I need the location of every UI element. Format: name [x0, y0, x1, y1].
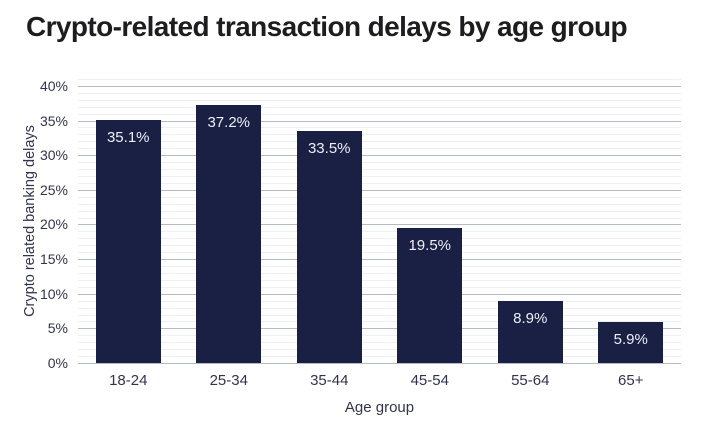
- y-tick-label: 5%: [47, 320, 68, 337]
- y-tick-label: 40%: [39, 77, 68, 94]
- gridline-minor: [78, 127, 681, 129]
- chart-title: Crypto-related transaction delays by age…: [26, 11, 628, 42]
- y-tick-label: 30%: [39, 147, 68, 164]
- bar-65+: [598, 322, 664, 363]
- gridline-minor: [78, 196, 681, 198]
- gridline-minor: [78, 106, 681, 108]
- gridline-minor: [78, 286, 681, 288]
- gridline-minor: [78, 148, 681, 150]
- bar-55-64: [497, 301, 563, 363]
- bar-value-label: 5.9%: [613, 331, 648, 349]
- gridline-major: [78, 224, 681, 226]
- gridline-major: [78, 293, 681, 295]
- gridline-minor: [78, 210, 681, 212]
- bar-25-34: [196, 105, 262, 363]
- bar-value-label: 19.5%: [408, 236, 452, 254]
- gridline-minor: [78, 79, 681, 80]
- y-tick-label: 35%: [39, 112, 68, 129]
- x-tick-label: 35-44: [310, 372, 349, 389]
- gridline-minor: [78, 92, 681, 94]
- gridline-minor: [78, 134, 681, 136]
- gridline-minor: [78, 300, 681, 302]
- y-tick-label: 15%: [39, 251, 68, 268]
- gridline-minor: [78, 169, 681, 171]
- gridline-minor: [78, 162, 681, 164]
- gridline-minor: [78, 349, 681, 351]
- gridline-minor: [78, 321, 681, 323]
- gridline-minor: [78, 252, 681, 254]
- gridline-minor: [78, 141, 681, 143]
- gridline-minor: [78, 231, 681, 233]
- bar-value-label: 37.2%: [207, 114, 251, 132]
- gridline-minor: [78, 307, 681, 309]
- gridline-minor: [78, 266, 681, 268]
- gridline-minor: [78, 314, 681, 316]
- gridline-minor: [78, 182, 681, 184]
- gridline-major: [78, 189, 681, 191]
- gridline-major: [78, 85, 681, 87]
- bar-18-24: [95, 119, 161, 363]
- gridline-minor: [78, 113, 681, 115]
- gridline-major: [78, 259, 681, 261]
- gridline-minor: [78, 272, 681, 274]
- gridline-minor: [78, 175, 681, 177]
- bar-35-44: [296, 130, 362, 363]
- x-axis-title: Age group: [344, 399, 415, 416]
- bar-value-label: 8.9%: [513, 310, 548, 328]
- x-tick-label: 25-34: [209, 372, 248, 389]
- gridline-minor: [78, 203, 681, 205]
- gridline-minor: [78, 99, 681, 101]
- y-tick-label: 0%: [47, 355, 68, 371]
- y-tick-label: 10%: [39, 285, 68, 302]
- bar-value-label: 33.5%: [307, 139, 351, 157]
- gridline-major: [78, 328, 681, 330]
- gridline-minor: [78, 335, 681, 337]
- gridline-major: [78, 120, 681, 122]
- x-tick-label: 55-64: [511, 372, 550, 389]
- gridline-minor: [78, 356, 681, 358]
- gridline-minor: [78, 245, 681, 247]
- gridline-minor: [78, 342, 681, 344]
- bar-45-54: [397, 227, 463, 363]
- x-tick-label: 45-54: [410, 372, 449, 389]
- gridline-minor: [78, 279, 681, 281]
- bar-value-label: 35.1%: [106, 128, 150, 146]
- gridline-minor: [78, 238, 681, 240]
- gridline-major: [78, 155, 681, 157]
- gridline-minor: [78, 217, 681, 219]
- y-tick-label: 20%: [39, 216, 68, 233]
- x-tick-label: 18-24: [109, 372, 148, 389]
- gridline-major: [78, 363, 681, 364]
- y-tick-label: 25%: [39, 181, 68, 198]
- x-tick-label: 65+: [618, 372, 644, 389]
